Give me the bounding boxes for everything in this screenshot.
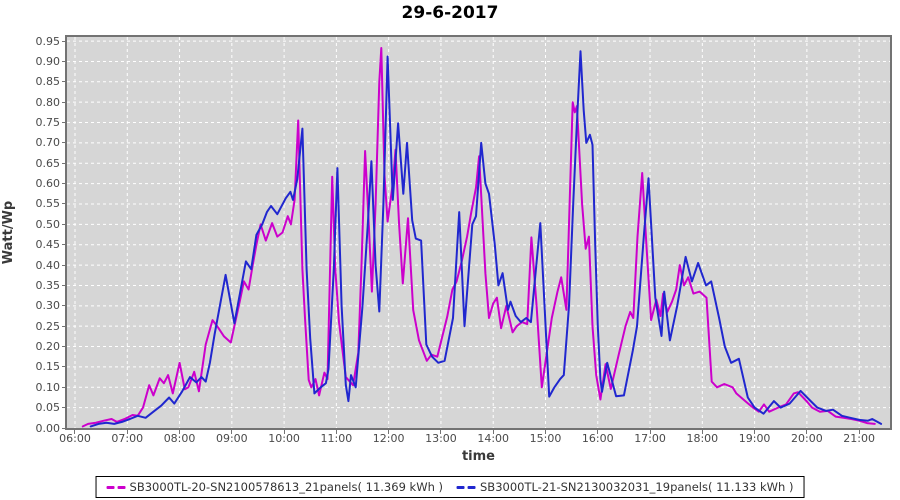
x-tick-mark [74,430,76,434]
y-tick-mark [62,203,66,205]
x-tick-label: 21:00 [843,432,875,445]
x-tick-mark [858,430,860,434]
y-tick-mark [62,223,66,225]
x-tick-label: 20:00 [791,432,823,445]
y-tick-label: 0.00 [35,421,61,435]
x-tick-label: 06:00 [59,432,91,445]
legend-item: SB3000TL-20-SN2100578613_21panels( 11.36… [106,480,443,494]
x-tick-label: 12:00 [372,432,405,445]
y-tick-label: 0.95 [35,34,61,48]
y-tick-mark [62,122,66,124]
y-tick-label: 0.15 [35,360,61,374]
x-tick-mark [597,430,599,434]
x-tick-mark [806,430,808,434]
y-tick-label: 0.20 [35,340,61,354]
y-tick-label: 0.35 [35,278,61,292]
y-tick-label: 0.75 [35,116,61,130]
x-tick-mark [649,430,651,434]
x-tick-label: 09:00 [215,432,248,445]
x-tick-mark [440,430,442,434]
x-tick-label: 16:00 [581,432,614,445]
x-tick-mark [335,430,337,434]
y-tick-label: 0.25 [35,319,61,333]
y-tick-label: 0.10 [35,380,61,394]
y-tick-mark [62,81,66,83]
y-tick-mark [62,407,66,409]
y-tick-mark [62,366,66,368]
y-tick-mark [62,284,66,286]
x-tick-label: 07:00 [111,432,144,445]
x-tick-mark [231,430,233,434]
x-axis-label: time [461,449,496,464]
y-tick-label: 0.30 [35,299,61,313]
x-tick-label: 10:00 [268,432,300,445]
y-tick-label: 0.50 [35,217,61,231]
plot-canvas [67,37,890,428]
x-tick-mark [283,430,285,434]
x-tick-mark [701,430,703,434]
x-tick-mark [388,430,390,434]
y-tick-mark [62,183,66,185]
y-axis-label: Watt/Wp [1,200,17,265]
legend-swatch [457,485,476,489]
x-tick-label: 14:00 [477,432,510,445]
y-tick-mark [62,244,66,246]
y-tick-mark [62,346,66,348]
y-tick-mark [62,264,66,266]
x-tick-label: 08:00 [163,432,196,445]
y-tick-label: 0.70 [35,136,61,150]
y-tick-mark [62,40,66,42]
legend-swatch [106,485,126,489]
y-tick-label: 0.55 [35,197,61,211]
legend-item: SB3000TL-21-SN2130032031_19panels( 11.13… [457,480,793,494]
y-tick-label: 0.90 [35,54,61,68]
legend: SB3000TL-20-SN2100578613_21panels( 11.36… [95,476,805,498]
y-tick-mark [62,60,66,62]
series-line-0 [81,47,876,428]
x-tick-label: 15:00 [529,432,562,445]
x-tick-label: 11:00 [320,432,353,445]
y-tick-label: 0.65 [35,156,61,170]
y-tick-label: 0.80 [35,95,61,109]
x-tick-mark [179,430,181,434]
x-tick-mark [754,430,756,434]
x-tick-label: 19:00 [738,432,771,445]
series-line-1 [89,50,883,428]
x-tick-label: 17:00 [634,432,666,445]
y-tick-label: 0.85 [35,75,61,89]
x-tick-label: 18:00 [686,432,719,445]
y-tick-mark [62,305,66,307]
y-tick-label: 0.45 [35,238,61,252]
y-tick-mark [62,142,66,144]
y-tick-mark [62,386,66,388]
chart-title: 29-6-2017 [401,3,499,23]
x-tick-mark [544,430,546,434]
x-tick-mark [126,430,128,434]
y-tick-label: 0.05 [35,401,61,415]
y-tick-mark [62,101,66,103]
y-tick-mark [62,162,66,164]
x-tick-label: 13:00 [425,432,457,445]
x-tick-mark [492,430,494,434]
y-tick-label: 0.40 [35,258,61,272]
y-tick-mark [62,325,66,327]
legend-label: SB3000TL-21-SN2130032031_19panels( 11.13… [480,480,794,494]
y-tick-mark [62,427,66,429]
y-tick-label: 0.60 [35,177,61,191]
legend-label: SB3000TL-20-SN2100578613_21panels( 11.36… [129,480,443,494]
